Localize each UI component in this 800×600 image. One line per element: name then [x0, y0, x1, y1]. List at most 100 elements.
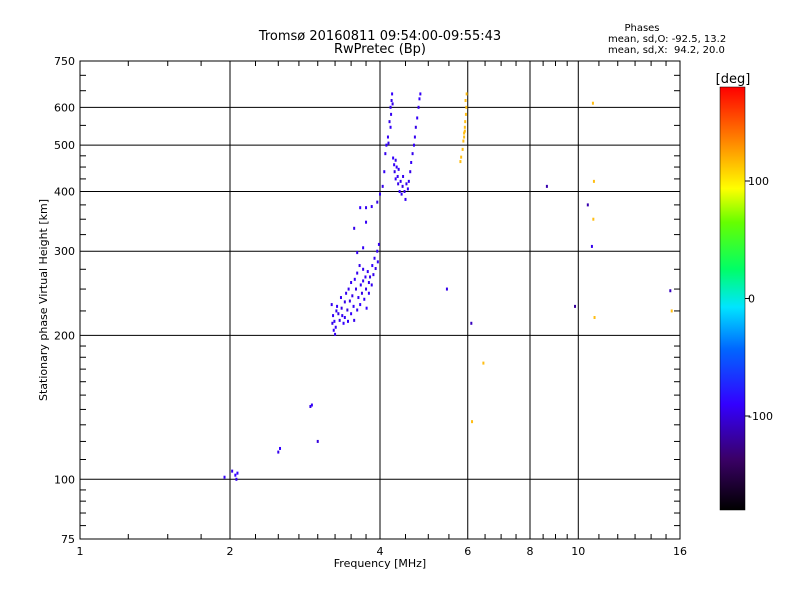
data-point	[367, 291, 370, 295]
data-point	[331, 321, 334, 325]
data-point	[338, 318, 341, 322]
phases-legend: Phases mean, sd,O: -92.5, 13.2 mean, sd,…	[608, 23, 726, 56]
data-point	[365, 220, 368, 224]
data-point	[464, 112, 467, 116]
data-point	[365, 306, 368, 310]
colorbar-label: [deg]	[716, 72, 751, 87]
data-point	[419, 92, 422, 96]
data-point	[363, 297, 366, 301]
chart-subtitle: RwPretec (Bp)	[334, 42, 426, 57]
y-tick-label: 75	[61, 533, 75, 546]
data-point	[670, 309, 673, 313]
data-point	[360, 291, 363, 295]
data-point	[377, 242, 380, 246]
data-point	[396, 174, 399, 178]
data-point	[356, 308, 359, 312]
y-tick-label: 300	[54, 245, 75, 258]
data-point	[310, 403, 313, 407]
data-point	[372, 273, 375, 277]
data-point	[343, 315, 346, 319]
data-point	[350, 312, 353, 316]
data-point	[461, 147, 464, 151]
data-point	[463, 125, 466, 129]
data-point	[669, 289, 672, 293]
data-point	[339, 296, 342, 300]
data-point	[343, 300, 346, 304]
data-point	[358, 264, 361, 268]
data-point	[371, 264, 374, 268]
y-tick-labels: 75 100 200 300 400 500 600 750	[54, 55, 75, 546]
data-point	[463, 131, 466, 135]
plot-frame	[79, 60, 681, 540]
data-point	[574, 304, 577, 308]
data-point	[369, 275, 372, 279]
data-point	[235, 477, 238, 481]
data-point	[459, 160, 462, 164]
data-point	[334, 332, 337, 336]
data-point	[346, 319, 349, 323]
data-point	[592, 217, 595, 221]
data-point	[367, 281, 370, 285]
phases-o-stats: mean, sd,O: -92.5, 13.2	[608, 34, 726, 45]
colorbar-gradient	[719, 86, 746, 511]
data-point	[370, 205, 373, 209]
data-point	[413, 135, 416, 139]
x-tick-label: 16	[673, 545, 687, 558]
data-point	[394, 158, 397, 162]
data-point	[399, 179, 402, 183]
y-tick-label: 500	[54, 139, 75, 152]
data-point	[398, 189, 401, 193]
data-point	[335, 309, 338, 313]
data-point	[386, 135, 389, 139]
data-point	[362, 246, 365, 250]
data-point	[391, 102, 394, 106]
data-point	[384, 152, 387, 156]
data-point	[362, 279, 365, 283]
data-point	[336, 304, 339, 308]
data-point	[376, 200, 379, 204]
data-point	[376, 249, 379, 253]
data-point	[393, 163, 396, 167]
data-point	[345, 291, 348, 295]
x-tick-label: 4	[377, 545, 384, 558]
data-point	[400, 192, 403, 196]
data-point	[340, 306, 343, 310]
data-point	[394, 177, 397, 181]
data-point	[236, 471, 239, 475]
data-point	[374, 267, 377, 271]
grid-lines	[79, 60, 681, 540]
data-point	[348, 299, 351, 303]
data-point	[412, 143, 415, 147]
x-axis-label: Frequency [MHz]	[334, 557, 426, 570]
data-point	[586, 203, 589, 207]
data-point	[402, 174, 405, 178]
data-point	[395, 165, 398, 169]
y-tick-label: 400	[54, 185, 75, 198]
y-axis-label: Stationary phase Virtual Height [km]	[37, 199, 50, 401]
colorbar-tick-label: -100	[748, 410, 773, 423]
data-point	[353, 318, 356, 322]
data-point	[471, 420, 474, 424]
data-point	[445, 287, 448, 291]
data-point	[460, 155, 463, 159]
data-point	[403, 189, 406, 193]
data-point	[332, 328, 335, 332]
x-tick-labels: 1 2 4 6 8 10 16	[77, 545, 688, 558]
data-point	[592, 179, 595, 183]
data-point	[470, 321, 473, 325]
x-tick-label: 10	[571, 545, 585, 558]
data-point	[417, 105, 420, 109]
y-tick-label: 600	[54, 101, 75, 114]
y-tick-label: 750	[54, 55, 75, 68]
data-point	[414, 125, 417, 129]
data-point	[231, 469, 234, 473]
data-point	[365, 206, 368, 210]
phases-heading: Phases	[624, 23, 659, 34]
data-point	[464, 120, 467, 124]
y-tick-label: 200	[54, 329, 75, 342]
data-point	[392, 156, 395, 160]
data-point	[463, 129, 466, 133]
data-point	[353, 226, 356, 230]
data-point	[545, 184, 548, 188]
